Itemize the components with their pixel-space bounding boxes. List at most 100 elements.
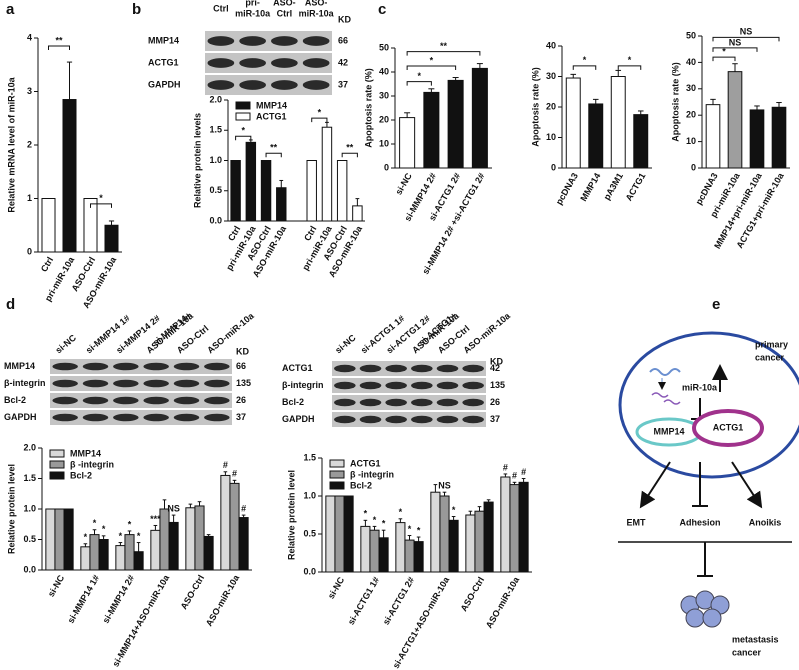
blot-band [52, 396, 78, 405]
bar [229, 482, 240, 571]
bar [727, 71, 743, 169]
significance-label: * [417, 525, 421, 535]
blot-band [436, 415, 459, 424]
y-tick-label: 2 [27, 139, 32, 149]
y-tick-label: 3 [27, 86, 32, 96]
bar [439, 495, 450, 573]
bar [260, 160, 272, 222]
bar [336, 160, 348, 222]
panel-label: d [6, 296, 15, 313]
diagram-text: primary [755, 339, 788, 349]
blot-band [411, 364, 433, 373]
significance-label: * [417, 71, 421, 81]
x-tick-label: si-NC [393, 171, 414, 197]
bar [404, 539, 415, 573]
diagram-text: cancer [755, 352, 785, 362]
x-tick-label: Ctrl [39, 255, 55, 273]
diagram-text: miR-10a [682, 382, 718, 392]
bar [518, 481, 529, 573]
blot-lane-label: si-NC [54, 332, 79, 355]
blot-band [334, 381, 356, 390]
blot-lane-label: Ctrl [213, 3, 229, 13]
blot-band [173, 362, 200, 371]
y-tick-label: 0.5 [209, 185, 222, 195]
dna [649, 368, 681, 376]
bar [63, 508, 74, 571]
significance-label: * [119, 531, 123, 541]
blot-band [204, 362, 230, 371]
blot-lane-label: ASO- [305, 0, 328, 7]
bar [89, 534, 100, 571]
blot-row-label: GAPDH [282, 414, 315, 424]
y-tick-label: 10 [546, 132, 556, 142]
blot-kd: 37 [490, 414, 500, 424]
y-tick-label: 0 [691, 162, 696, 172]
blot-band [334, 398, 356, 407]
significance-bracket [712, 56, 736, 62]
significance-label: ** [440, 41, 448, 51]
blot-lane-label: miR-10a [235, 8, 271, 18]
y-tick-label: 20 [686, 110, 696, 120]
x-tick-label: si-ACTG1 2# [381, 575, 416, 626]
y-tick-label: 30 [686, 83, 696, 93]
legend-label: ACTG1 [256, 111, 287, 121]
blot-band [271, 58, 298, 68]
bar [430, 491, 441, 573]
mirna-strands [651, 392, 681, 405]
bar [98, 539, 109, 571]
blot-band [207, 36, 235, 46]
significance-label: ** [55, 35, 63, 45]
significance-bracket [235, 135, 252, 141]
bar [150, 529, 161, 571]
blot-band [385, 415, 407, 424]
blot-band [436, 364, 459, 373]
diagram-text: metastasis [732, 634, 779, 644]
diagram-text: EMT [627, 517, 647, 527]
x-tick-label: ASO-miR-10a [204, 572, 242, 628]
y-axis-label: Relative protein levels [192, 113, 202, 208]
blot-band [113, 413, 139, 422]
blot-band [385, 381, 407, 390]
blot-strip [332, 412, 486, 427]
significance-label: NS [740, 27, 753, 37]
y-tick-label: 2.0 [23, 442, 36, 452]
blot-unit: KD [338, 14, 351, 24]
significance-label: * [722, 46, 726, 56]
blot-lane-label: si-NC [333, 332, 358, 355]
blot-band [113, 362, 139, 371]
blot-kd: 42 [490, 363, 500, 373]
bar [230, 160, 241, 222]
significance-bracket [48, 45, 70, 51]
x-tick-label: si-ACTG1 1# [346, 575, 381, 626]
significance-label: ** [270, 143, 278, 153]
bar [185, 507, 196, 571]
diagram: primary cancer miR-10a MMP14 ACTG1 EMT A… [618, 331, 799, 657]
y-tick-label: 20 [379, 114, 389, 124]
bar [588, 103, 604, 169]
y-tick-label: 0.0 [23, 564, 36, 574]
blot-band [82, 379, 109, 388]
blot-band [302, 80, 330, 90]
blot-band [173, 379, 200, 388]
blot-strip [332, 395, 486, 410]
blot-band [359, 415, 382, 424]
significance-label: * [241, 126, 245, 136]
bar [378, 537, 389, 573]
blot-band [436, 381, 459, 390]
blot-lane-label: ASO- [273, 0, 296, 7]
legend-label: Bcl-2 [70, 470, 92, 480]
blot-band [239, 80, 266, 90]
y-tick-label: 1.0 [209, 155, 222, 165]
blot-band [385, 398, 407, 407]
y-tick-label: 10 [686, 136, 696, 146]
blot-kd: 37 [338, 79, 348, 89]
bar [133, 551, 144, 571]
blot-band [411, 381, 433, 390]
blot-strip [332, 378, 486, 393]
significance-label: * [364, 509, 368, 519]
significance-label: * [318, 108, 322, 118]
blot-kd: 135 [236, 378, 251, 388]
blot-band [173, 396, 200, 405]
significance-label: * [628, 55, 632, 65]
